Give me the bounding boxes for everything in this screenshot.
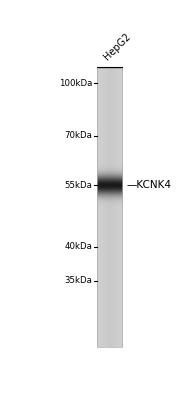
Text: HepG2: HepG2 [102,31,133,62]
Text: 40kDa: 40kDa [65,242,92,251]
Text: 55kDa: 55kDa [65,180,92,190]
Bar [97,68,122,347]
Text: 70kDa: 70kDa [65,131,92,140]
Text: 100kDa: 100kDa [59,79,92,88]
Text: —KCNK4: —KCNK4 [126,180,171,190]
Text: 35kDa: 35kDa [65,276,92,285]
